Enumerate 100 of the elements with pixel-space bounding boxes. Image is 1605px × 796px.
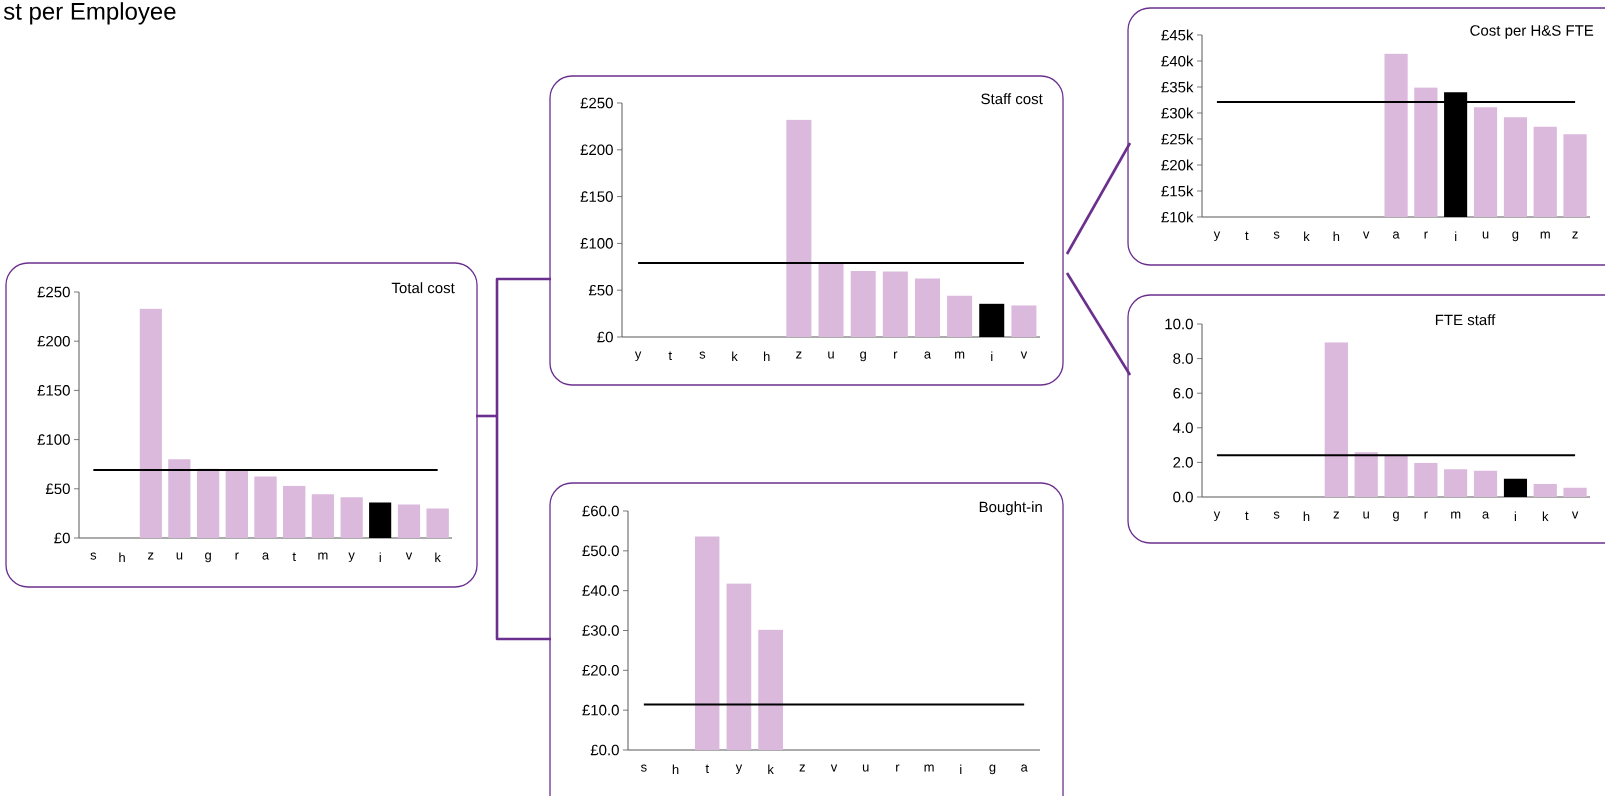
bar	[1444, 469, 1468, 497]
bar	[1533, 484, 1557, 497]
y-tick-label: £0	[54, 532, 70, 544]
x-tick-label: r	[235, 552, 239, 560]
y-tick-label: 10.0	[1165, 318, 1193, 330]
y-tick-label: £15k	[1161, 185, 1194, 197]
bar	[726, 583, 752, 750]
x-tick-label: a	[1021, 764, 1028, 772]
bar	[694, 536, 720, 750]
x-tick-label: r	[894, 351, 898, 359]
bar	[1011, 305, 1037, 337]
bar	[426, 508, 449, 538]
y-tick-label: 0.0	[1173, 491, 1193, 503]
bar	[979, 303, 1005, 337]
x-tick-label: g	[1512, 231, 1519, 242]
bar	[818, 263, 844, 337]
y-tick-label: £200	[580, 144, 613, 156]
x-tick-label: y	[1213, 511, 1221, 522]
bar	[1384, 455, 1408, 497]
x-tick-label: g	[989, 764, 996, 775]
x-tick-label: z	[1572, 231, 1578, 239]
x-tick-label: h	[119, 552, 125, 562]
y-tick-label: £200	[37, 335, 70, 347]
bar	[254, 476, 277, 538]
x-tick-label: g	[205, 552, 211, 563]
x-tick-label: m	[318, 552, 328, 560]
x-tick-label: y	[735, 764, 743, 775]
chart-title: Staff cost	[981, 93, 1043, 105]
bar	[397, 504, 421, 538]
y-tick-label: £30k	[1161, 107, 1194, 119]
x-tick-label: s	[640, 764, 647, 772]
x-tick-label: t	[292, 552, 296, 562]
x-tick-label: h	[1333, 231, 1340, 241]
x-tick-label: m	[924, 764, 934, 772]
x-tick-label: k	[1542, 511, 1549, 521]
y-tick-label: £150	[580, 191, 613, 202]
x-tick-label: u	[1363, 511, 1369, 519]
y-tick-label: £20k	[1161, 159, 1194, 171]
bar	[882, 271, 908, 337]
x-tick-label: z	[1333, 511, 1339, 519]
x-tick-label: g	[1392, 511, 1399, 522]
bar	[1354, 452, 1378, 497]
x-tick-label: a	[924, 351, 932, 359]
y-tick-label: £45k	[1161, 29, 1194, 41]
bar	[850, 271, 876, 337]
bar	[168, 459, 191, 538]
x-tick-label: h	[672, 764, 679, 774]
text: st per Employee	[3, 2, 176, 25]
bar	[196, 468, 220, 538]
x-tick-label: y	[634, 351, 642, 362]
y-tick-label: £40k	[1161, 55, 1194, 67]
x-tick-label: u	[176, 552, 183, 560]
x-tick-label: k	[1304, 231, 1310, 241]
x-tick-label: y	[348, 552, 355, 563]
x-tick-label: g	[860, 351, 866, 362]
x-tick-label: h	[1303, 511, 1310, 521]
x-tick-label: k	[732, 351, 738, 361]
x-tick-label: k	[768, 764, 774, 774]
bar	[225, 469, 249, 538]
x-tick-label: i	[1514, 511, 1516, 521]
x-tick-label: i	[960, 764, 962, 774]
y-tick-label: £250	[580, 97, 613, 109]
bar	[369, 502, 392, 538]
y-tick-label: 4.0	[1172, 422, 1193, 434]
x-tick-label: m	[955, 351, 965, 359]
x-tick-label: z	[796, 351, 802, 359]
bar	[1563, 487, 1587, 497]
bar	[1503, 478, 1528, 497]
x-tick-label: u	[862, 764, 869, 772]
bar	[758, 629, 783, 750]
x-tick-label: v	[405, 552, 413, 560]
y-tick-label: £25k	[1161, 133, 1194, 145]
chart-title: FTE staff	[1435, 314, 1496, 326]
x-tick-label: t	[1245, 511, 1249, 521]
bar	[1473, 470, 1498, 497]
y-tick-label: £50	[45, 483, 70, 495]
x-tick-label: v	[1362, 231, 1370, 239]
y-tick-label: £0.0	[590, 744, 619, 756]
x-tick-label: s	[1273, 511, 1280, 519]
x-tick-label: m	[1540, 231, 1550, 239]
y-tick-label: £10k	[1161, 211, 1194, 223]
chart-title: Bought-in	[979, 501, 1042, 516]
x-tick-label: i	[991, 351, 993, 361]
x-tick-label: r	[1424, 511, 1428, 519]
x-tick-label: i	[1455, 231, 1457, 241]
bar	[786, 119, 812, 337]
x-tick-label: i	[379, 552, 381, 562]
x-tick-label: u	[828, 351, 834, 359]
x-tick-label: t	[668, 351, 672, 361]
bar	[914, 278, 941, 337]
x-tick-label: r	[1424, 231, 1428, 239]
y-tick-label: £50	[588, 284, 613, 296]
y-tick-label: 2.0	[1173, 457, 1193, 468]
x-tick-label: t	[705, 764, 709, 774]
x-tick-label: u	[1482, 231, 1489, 239]
chart-title: Cost per H&S FTE	[1470, 25, 1594, 39]
x-tick-label: z	[799, 764, 805, 772]
y-tick-label: £35k	[1161, 81, 1194, 93]
y-tick-label: £40.0	[582, 585, 619, 596]
y-tick-label: 6.0	[1173, 387, 1193, 399]
